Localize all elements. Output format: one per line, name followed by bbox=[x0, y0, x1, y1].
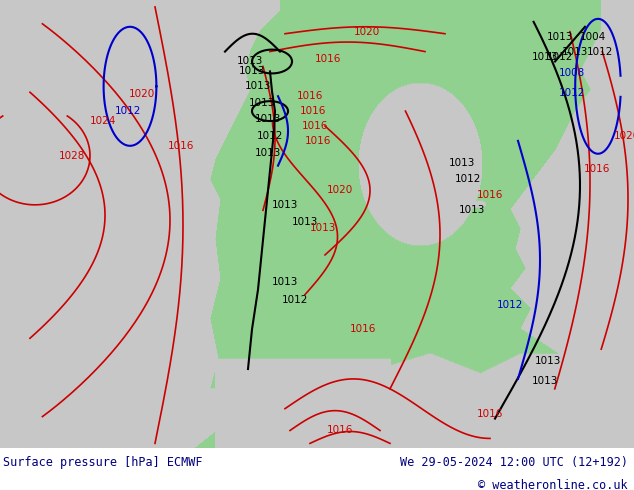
Text: 1012: 1012 bbox=[281, 294, 308, 305]
Text: 1013: 1013 bbox=[245, 81, 271, 91]
Text: 1013: 1013 bbox=[532, 51, 558, 62]
Text: 1020: 1020 bbox=[129, 89, 155, 99]
Text: Surface pressure [hPa] ECMWF: Surface pressure [hPa] ECMWF bbox=[3, 456, 203, 469]
Text: 1012: 1012 bbox=[455, 173, 481, 184]
Text: 1013: 1013 bbox=[249, 98, 275, 108]
Text: 1012: 1012 bbox=[547, 51, 573, 62]
Text: 1013: 1013 bbox=[532, 376, 558, 386]
Text: 1016: 1016 bbox=[297, 91, 323, 101]
Text: 1016: 1016 bbox=[327, 425, 353, 436]
Text: 1013: 1013 bbox=[310, 223, 336, 233]
Text: 1013: 1013 bbox=[255, 148, 281, 158]
Text: 1020: 1020 bbox=[354, 27, 380, 37]
Text: 1016: 1016 bbox=[584, 164, 610, 173]
Text: 1013: 1013 bbox=[459, 205, 485, 215]
Text: 1013: 1013 bbox=[547, 32, 573, 42]
Text: 1016: 1016 bbox=[477, 191, 503, 200]
Text: 1013: 1013 bbox=[535, 356, 561, 366]
Text: 1004: 1004 bbox=[580, 32, 606, 42]
Text: 1016: 1016 bbox=[315, 53, 341, 64]
Text: 1016: 1016 bbox=[300, 106, 326, 116]
Text: 1016: 1016 bbox=[350, 324, 376, 334]
Text: 1012: 1012 bbox=[559, 88, 585, 98]
Text: 1016: 1016 bbox=[477, 409, 503, 418]
Text: 1013: 1013 bbox=[272, 200, 298, 210]
Text: 1012: 1012 bbox=[115, 106, 141, 116]
Text: 1024: 1024 bbox=[90, 116, 116, 126]
Text: 1028: 1028 bbox=[59, 151, 85, 161]
Text: 1013: 1013 bbox=[239, 67, 265, 76]
Text: 1020: 1020 bbox=[327, 185, 353, 196]
Text: © weatheronline.co.uk: © weatheronline.co.uk bbox=[478, 479, 628, 490]
Text: 1012: 1012 bbox=[587, 47, 613, 56]
Text: 1016: 1016 bbox=[305, 136, 331, 146]
Text: 1013: 1013 bbox=[449, 158, 476, 168]
Text: 1012: 1012 bbox=[497, 299, 523, 310]
Text: 1013: 1013 bbox=[237, 56, 263, 67]
Text: 1013: 1013 bbox=[292, 217, 318, 227]
Text: 1008: 1008 bbox=[559, 69, 585, 78]
Text: We 29-05-2024 12:00 UTC (12+192): We 29-05-2024 12:00 UTC (12+192) bbox=[399, 456, 628, 469]
Text: 1016: 1016 bbox=[302, 121, 328, 131]
Text: 1012: 1012 bbox=[257, 131, 283, 141]
Text: 1020: 1020 bbox=[614, 131, 634, 141]
Text: 1013: 1013 bbox=[255, 114, 281, 124]
Text: 1013: 1013 bbox=[562, 47, 588, 56]
Text: 1013: 1013 bbox=[272, 277, 298, 287]
Text: 1016: 1016 bbox=[168, 141, 195, 151]
